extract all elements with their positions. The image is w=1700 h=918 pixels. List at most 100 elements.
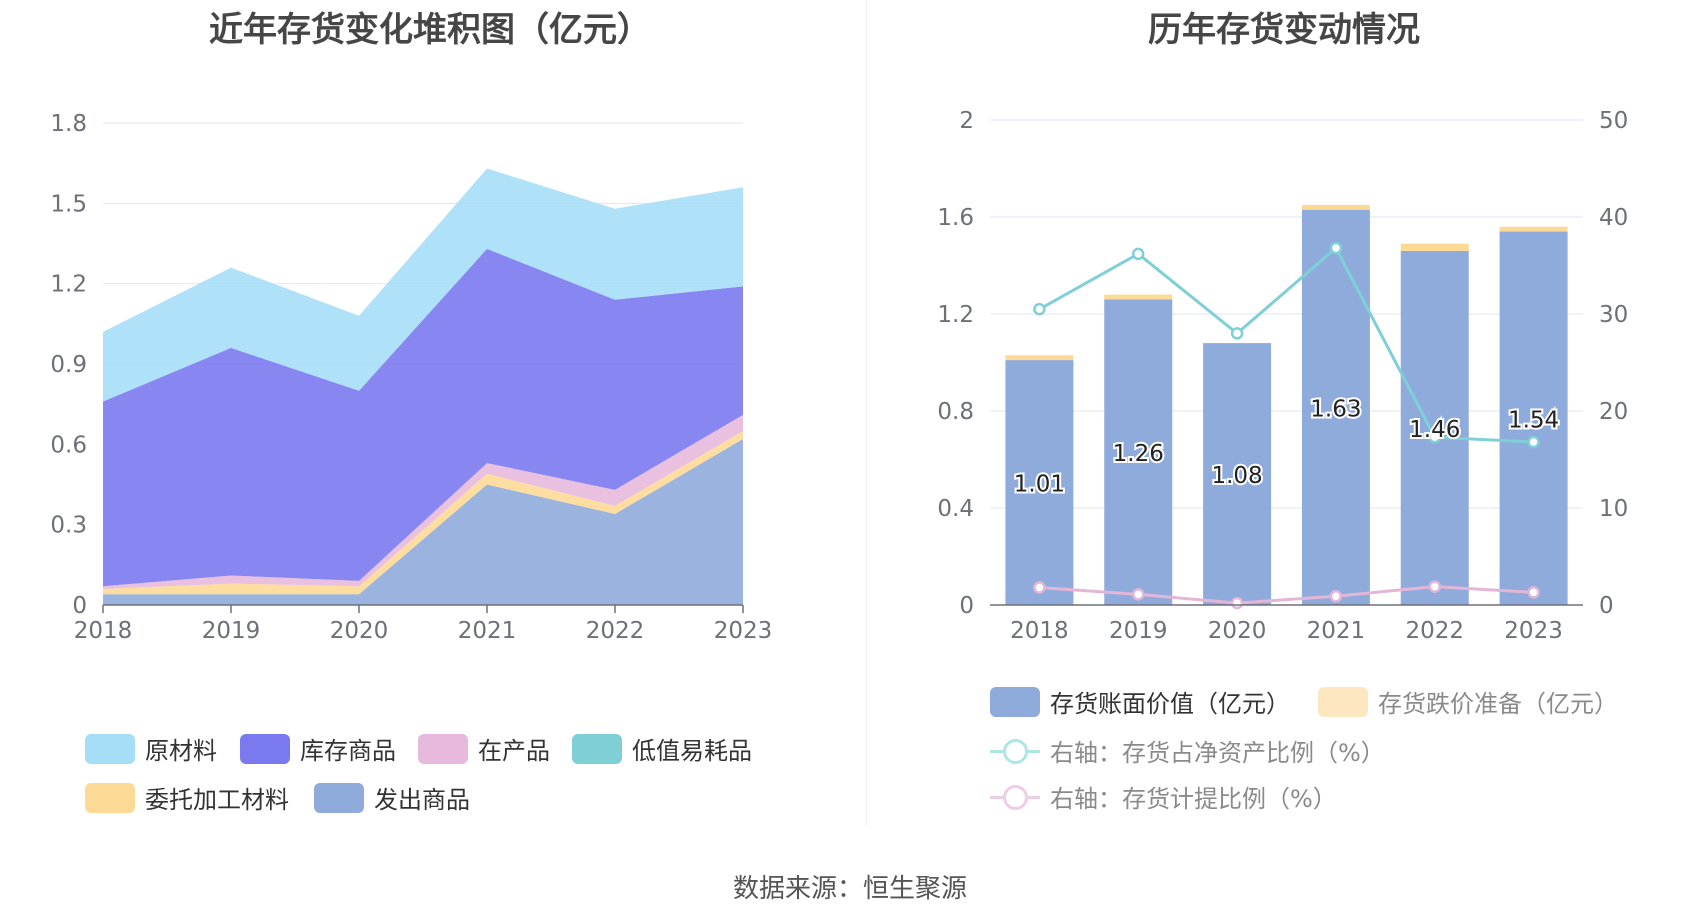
area-item-1 [103, 430, 743, 595]
bar-data-label: 1.46 [1409, 417, 1460, 443]
y-tick-label: 0.6 [50, 432, 87, 458]
bar-data-label: 1.26 [1113, 441, 1164, 467]
y-tick-label: 0.9 [50, 352, 87, 378]
bar-provision [1400, 243, 1469, 251]
y2-tick-label: 20 [1599, 399, 1628, 425]
legend-label: 右轴：存货占净资产比例（%） [1050, 739, 1385, 767]
legend-label: 发出商品 [374, 786, 470, 814]
line-net-asset-ratio [1038, 245, 1534, 444]
area-item-4 [103, 248, 743, 587]
y-tick-label: 1.2 [937, 302, 974, 328]
legend-item[interactable]: 右轴：存货占净资产比例（%） [990, 733, 1385, 768]
panel-divider [866, 0, 867, 826]
line-point [1329, 241, 1343, 255]
bar-data-label: 1.54 [1508, 407, 1559, 433]
legend-marker [1003, 738, 1028, 764]
bar-provision [1499, 226, 1568, 232]
bar-book-value [1005, 360, 1074, 605]
area-item-0 [103, 438, 743, 605]
y2-tick-label: 40 [1599, 205, 1628, 231]
x-tick-label: 2021 [1307, 618, 1366, 644]
bar-book-value [1400, 250, 1469, 605]
line-point [1033, 302, 1046, 316]
legend-label: 低值易耗品 [632, 737, 752, 765]
y-tick-label: 1.8 [50, 111, 87, 137]
y-tick-label: 0 [72, 593, 87, 619]
y-tick-label: 1.6 [937, 205, 974, 231]
right-chart-title: 历年存货变动情况 [1148, 10, 1420, 50]
x-tick-label: 2018 [1010, 618, 1069, 644]
area-item-3 [103, 414, 743, 589]
y2-tick-label: 0 [1599, 593, 1614, 619]
bar-book-value [1104, 299, 1173, 605]
line-point [1230, 327, 1244, 340]
x-tick-label: 2019 [1109, 618, 1168, 644]
y-tick-label: 0.3 [50, 513, 87, 539]
legend-swatch [990, 782, 1040, 812]
left-chart-title: 近年存货变化堆积图（亿元） [209, 10, 651, 50]
x-tick-label: 2023 [714, 618, 773, 644]
legend-swatch [85, 733, 135, 764]
stacked-area-chart: 0 0.3 0.6 0.9 1.2 1.5 1.8 2018 2019 2020 2021 2022 2… [50, 111, 773, 644]
x-tick-label: 2021 [458, 618, 517, 644]
bar-book-value [1301, 209, 1370, 605]
bar-book-value [1499, 231, 1568, 606]
line-point [1428, 430, 1441, 444]
bar-line-chart: 00.40.81.21.62010203040501.011.261.081.6… [937, 108, 1628, 644]
legend-swatch [572, 733, 622, 764]
y-tick-label: 0 [959, 593, 974, 619]
bar-provision [1005, 355, 1074, 361]
legend-item[interactable]: 存货跌价准备（亿元） [1318, 684, 1618, 719]
legend-swatch [990, 736, 1040, 766]
line-point [1132, 588, 1145, 601]
legend-item[interactable]: 低值易耗品 [572, 731, 752, 766]
line-point [1428, 580, 1441, 593]
legend-swatch [314, 782, 364, 813]
y-tick-label: 0.4 [937, 496, 974, 522]
x-tick-label: 2022 [586, 618, 645, 644]
x-tick-label: 2022 [1405, 618, 1464, 644]
legend-swatch [418, 733, 468, 764]
legend-swatch [85, 782, 135, 813]
x-tick-label: 2018 [74, 618, 133, 644]
line-point [1527, 435, 1540, 449]
x-tick-label: 2023 [1504, 618, 1563, 644]
legend-swatch [1318, 686, 1368, 717]
line-point [1132, 247, 1145, 261]
bar-provision [1301, 204, 1370, 210]
legend-label: 库存商品 [300, 737, 396, 765]
line-point [1527, 586, 1540, 599]
line-point [1033, 581, 1046, 594]
y2-tick-label: 50 [1599, 108, 1628, 134]
bar-data-label: 1.08 [1211, 463, 1262, 489]
data-source-note: 数据来源：恒生聚源 [732, 874, 967, 904]
y-tick-label: 2 [959, 108, 974, 134]
legend-label: 右轴：存货计提比例（%） [1050, 785, 1337, 813]
legend-label: 在产品 [478, 737, 550, 765]
legend-item[interactable]: 右轴：存货计提比例（%） [990, 779, 1337, 814]
legend-label: 存货账面价值（亿元） [1050, 690, 1290, 718]
legend-swatch [990, 686, 1040, 717]
legend-item[interactable]: 委托加工材料 [85, 780, 289, 815]
legend-item[interactable]: 存货账面价值（亿元） [990, 684, 1290, 719]
area-item-5 [103, 168, 743, 402]
bar-book-value [1203, 343, 1272, 605]
line-provision-ratio [1039, 585, 1534, 605]
legend-label: 委托加工材料 [145, 786, 289, 814]
legend-item[interactable]: 发出商品 [314, 780, 470, 815]
x-tick-label: 2020 [1208, 618, 1267, 644]
bar-data-label: 1.01 [1014, 472, 1065, 498]
x-tick-label: 2020 [330, 618, 389, 644]
y2-tick-label: 30 [1599, 302, 1628, 328]
legend-marker [1003, 784, 1028, 810]
legend-item[interactable]: 原材料 [85, 731, 217, 766]
y2-tick-label: 10 [1599, 496, 1628, 522]
legend-item[interactable]: 库存商品 [240, 731, 396, 766]
bar-provision [1104, 294, 1173, 300]
legend-item[interactable]: 在产品 [418, 731, 550, 766]
y-tick-label: 1.5 [50, 191, 87, 217]
x-tick-label: 2019 [202, 618, 261, 644]
line-point [1230, 596, 1244, 610]
y-tick-label: 1.2 [50, 272, 87, 298]
legend-label: 原材料 [145, 737, 217, 765]
